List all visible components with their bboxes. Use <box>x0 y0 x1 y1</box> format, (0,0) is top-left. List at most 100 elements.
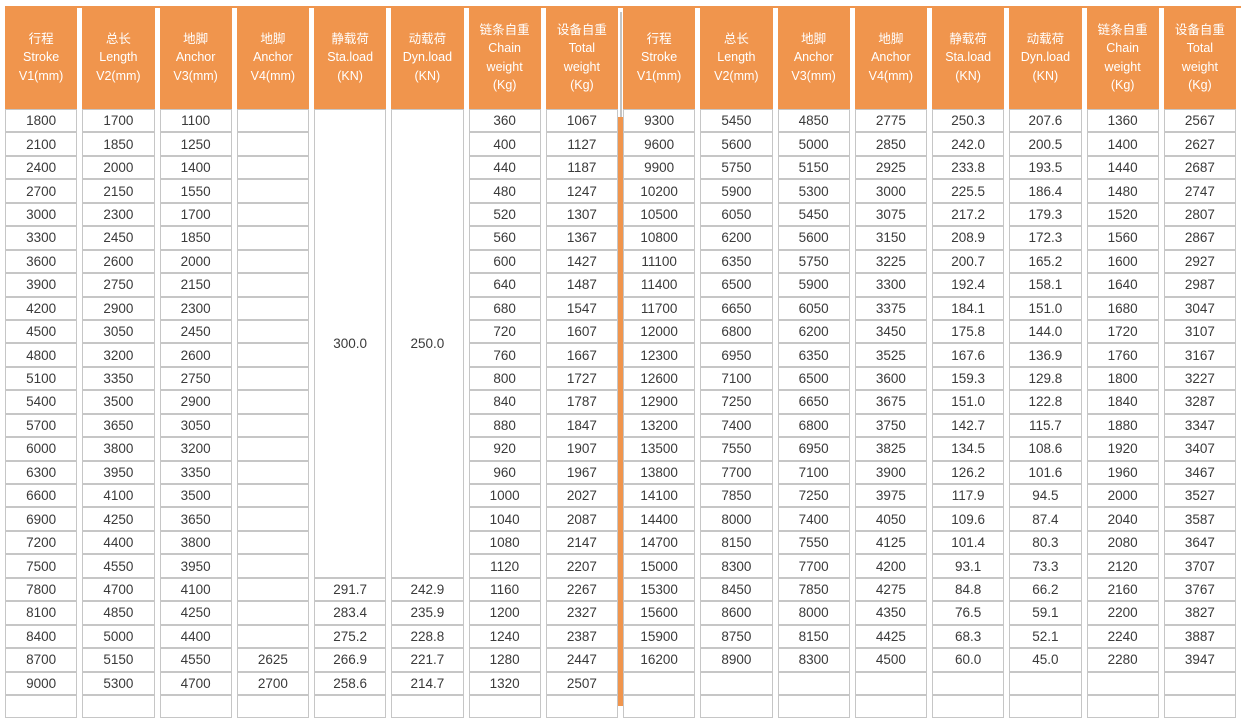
table-cell: 172.3 <box>1009 226 1082 250</box>
table-cell: 1760 <box>1086 343 1159 367</box>
table-row: 6000 3800 3200 920 1907 13500 7550 6950 3825 134.… <box>5 437 1236 461</box>
table-cell: 8000 <box>700 507 773 531</box>
table-cell: 60.0 <box>932 648 1005 672</box>
table-cell: 12000 <box>623 319 696 344</box>
table-cell: 179.3 <box>1009 202 1082 227</box>
table-cell: 5000 <box>777 132 850 156</box>
table-cell: 115.7 <box>1009 413 1082 438</box>
table-cell: 250.3 <box>932 109 1005 133</box>
table-cell: 4850 <box>82 601 155 625</box>
table-cell: 3200 <box>159 437 232 461</box>
table-cell: 960 <box>468 460 541 484</box>
table-cell <box>236 132 309 156</box>
table-cell: 2200 <box>1086 601 1159 625</box>
table-cell <box>236 319 309 344</box>
table-cell: 225.5 <box>932 179 1005 203</box>
table-cell: 5900 <box>777 273 850 297</box>
table-cell: 2147 <box>545 530 618 555</box>
table-cell: 2507 <box>545 671 618 695</box>
table-cell: 3887 <box>1163 624 1236 649</box>
table-cell: 14400 <box>623 507 696 531</box>
table-cell: 2300 <box>159 296 232 320</box>
table-cell: 360 <box>468 109 541 133</box>
table-cell: 250.0 <box>391 109 464 578</box>
table-cell: 2207 <box>545 554 618 578</box>
table-cell: 800 <box>468 366 541 391</box>
table-cell: 221.7 <box>391 648 464 672</box>
table-cell <box>468 694 541 718</box>
table-cell: 760 <box>468 343 541 367</box>
table-cell: 3600 <box>854 366 927 391</box>
table-cell: 640 <box>468 273 541 297</box>
table-cell: 8750 <box>700 624 773 649</box>
table-cell: 5150 <box>777 155 850 180</box>
table-cell <box>623 671 696 695</box>
table-cell: 1200 <box>468 601 541 625</box>
table-cell: 3200 <box>82 343 155 367</box>
table-cell: 7850 <box>777 577 850 602</box>
table-cell: 2927 <box>1163 249 1236 274</box>
table-cell: 4275 <box>854 577 927 602</box>
table-cell: 11100 <box>623 249 696 274</box>
table-cell: 7250 <box>700 390 773 414</box>
table-cell: 2040 <box>1086 507 1159 531</box>
table-cell: 158.1 <box>1009 273 1082 297</box>
table-cell: 134.5 <box>932 437 1005 461</box>
table-cell: 5750 <box>777 249 850 274</box>
table-cell <box>236 624 309 649</box>
table-cell: 8300 <box>700 554 773 578</box>
table-cell: 16200 <box>623 648 696 672</box>
table-cell: 840 <box>468 390 541 414</box>
table-cell: 129.8 <box>1009 366 1082 391</box>
table-cell: 560 <box>468 226 541 250</box>
table-cell: 4350 <box>854 601 927 625</box>
table-cell: 5750 <box>700 155 773 180</box>
table-cell: 1547 <box>545 296 618 320</box>
table-cell: 3225 <box>854 249 927 274</box>
table-cell: 7700 <box>777 554 850 578</box>
table-cell: 1800 <box>5 109 78 133</box>
table-cell: 2987 <box>1163 273 1236 297</box>
table-row: 6300 3950 3350 960 1967 13800 7700 7100 3900 126.… <box>5 460 1236 484</box>
table-cell: 1880 <box>1086 413 1159 438</box>
table-row: 8100 4850 4250 283.4 235.9 1200 2327 15600 8600 8… <box>5 601 1236 625</box>
table-cell: 4800 <box>5 343 78 367</box>
table-cell: 4700 <box>82 577 155 602</box>
table-cell: 15900 <box>623 624 696 649</box>
table-cell: 1080 <box>468 530 541 555</box>
table-cell: 1850 <box>82 132 155 156</box>
table-cell: 6000 <box>5 437 78 461</box>
table-cell <box>236 273 309 297</box>
table-cell: 1680 <box>1086 296 1159 320</box>
table-cell <box>236 179 309 203</box>
table-cell: 3527 <box>1163 484 1236 508</box>
column-header: 设备自重 Total weight (Kg) <box>545 6 618 109</box>
table-cell: 1240 <box>468 624 541 649</box>
table-row: 9000 5300 4700 2700 258.6 214.7 1320 2507 <box>5 671 1236 695</box>
table-cell: 4250 <box>82 507 155 531</box>
table-cell <box>236 390 309 414</box>
table-cell: 1480 <box>1086 179 1159 203</box>
table-cell: 11400 <box>623 273 696 297</box>
table-cell: 3975 <box>854 484 927 508</box>
table-cell: 2267 <box>545 577 618 602</box>
table-cell: 11700 <box>623 296 696 320</box>
table-cell: 175.8 <box>932 319 1005 344</box>
table-cell: 1600 <box>1086 249 1159 274</box>
table-cell: 200.7 <box>932 249 1005 274</box>
table-cell <box>236 484 309 508</box>
table-cell: 76.5 <box>932 601 1005 625</box>
table-cell: 7250 <box>777 484 850 508</box>
table-cell: 1120 <box>468 554 541 578</box>
table-row: 3300 2450 1850 560 1367 10800 6200 5600 3150 208.… <box>5 226 1236 250</box>
table-cell: 7100 <box>700 366 773 391</box>
table-cell: 4250 <box>159 601 232 625</box>
table-row: 7200 4400 3800 1080 2147 14700 8150 7550 4125 101… <box>5 530 1236 555</box>
table-cell: 1607 <box>545 319 618 344</box>
table-cell: 7400 <box>777 507 850 531</box>
table-cell: 73.3 <box>1009 554 1082 578</box>
table-cell: 7800 <box>5 577 78 602</box>
table-cell: 1487 <box>545 273 618 297</box>
table-cell: 3800 <box>82 437 155 461</box>
table-cell <box>159 694 232 718</box>
